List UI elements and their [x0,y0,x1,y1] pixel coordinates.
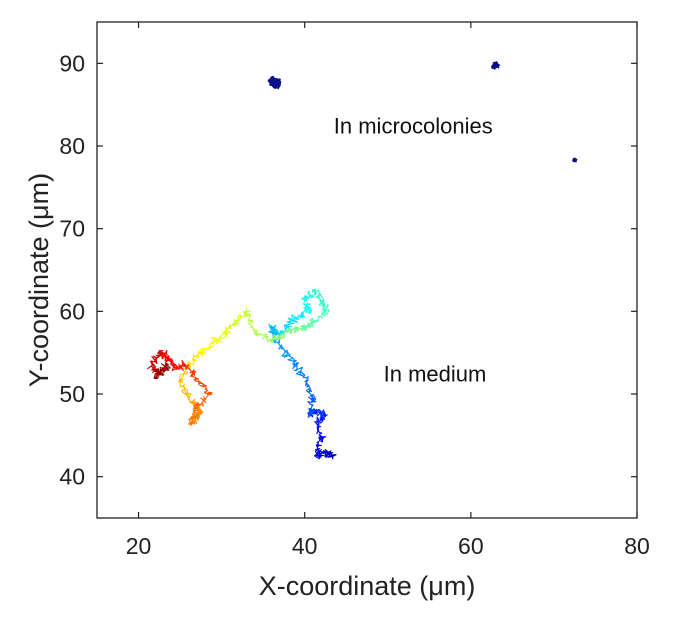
plot-frame [96,21,638,519]
y-tick-label: 40 [59,464,85,490]
medium-trajectory-segment [254,329,276,343]
medium-trajectory-segment [268,323,282,340]
annotation-medium: In medium [384,361,487,386]
x-tick-label: 40 [292,533,318,559]
x-axis-label: X-coordinate (μm) [259,571,476,601]
medium-trajectory-segment [193,391,213,409]
y-tick-label: 80 [59,133,85,159]
medium-trajectory-segment [268,329,290,343]
trajectory-layer [146,61,578,460]
y-tick-label: 50 [59,381,85,407]
y-tick-label: 70 [59,216,85,242]
medium-trajectory-segment [272,339,297,367]
medium-trajectory-segment [242,310,258,335]
medium-trajectory-segment [324,448,337,460]
medium-trajectory-segment [291,308,311,323]
medium-trajectory-segment [310,408,327,419]
y-tick-label: 60 [59,298,85,324]
medium-trajectory-segment [304,376,317,401]
x-tick-label: 60 [458,533,484,559]
y-axis-label: Y-coordinate (μm) [24,173,54,387]
medium-trajectory-segment [186,351,204,368]
medium-trajectory-segment [312,288,329,313]
microcolony-trajectory [572,157,578,163]
medium-trajectory-segment [314,412,328,427]
annotation-microcolonies: In microcolonies [334,113,493,138]
medium-trajectory-segment [300,320,314,331]
medium-trajectory-segment [174,360,186,371]
medium-trajectory-segment [314,438,324,460]
medium-trajectory-segment [149,349,163,369]
y-tick-label: 90 [59,50,85,76]
x-tick-label: 20 [126,533,152,559]
medium-trajectory-segment [214,325,232,345]
medium-trajectory-segment [285,325,304,334]
x-tick-label: 80 [624,533,650,559]
medium-trajectory-segment [307,395,317,416]
microcolony-trajectory [491,61,501,70]
medium-trajectory-segment [309,308,331,325]
medium-trajectory-segment [292,359,306,379]
microcolony-trajectory [267,75,282,90]
medium-trajectory-segment [228,307,248,328]
medium-trajectory-segment [278,317,299,337]
ticks-layer: 20 40 60 80 40 50 60 70 80 90 [59,22,650,559]
medium-trajectory-segment [178,378,193,405]
medium-trajectory-segment [197,336,223,355]
medium-trajectory-segment [163,354,179,372]
medium-trajectory-segment [193,378,213,395]
medium-trajectory-segment [153,363,171,380]
medium-trajectory-segment [157,349,171,362]
